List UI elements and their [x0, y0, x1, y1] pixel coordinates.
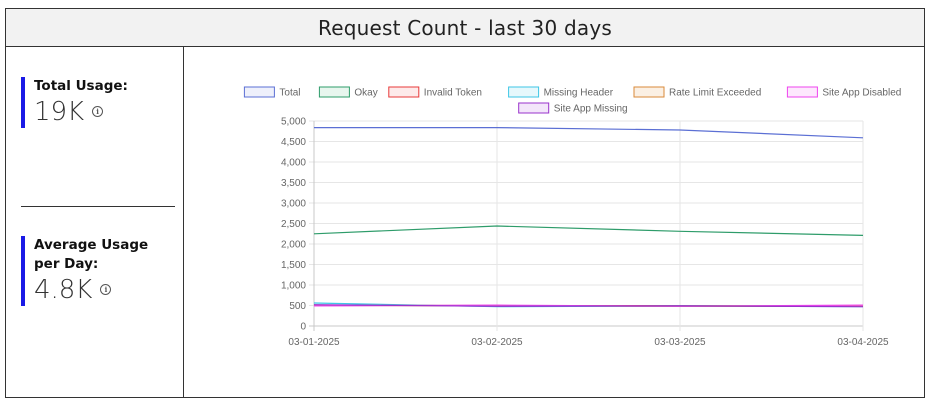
average-usage-stat: Average Usage per Day: 4.8K i	[21, 236, 174, 306]
total-usage-value: 19K	[34, 97, 85, 127]
legend-swatch-0[interactable]	[243, 86, 275, 98]
legend-swatch-1[interactable]	[318, 86, 350, 98]
x-tick-label: 03-04-2025	[837, 337, 889, 348]
y-tick-label: 2,000	[281, 240, 306, 251]
line-chart: 0 500 1,000 1,500 2,000 2,500 3,000 3,500 4,000 4…	[243, 86, 901, 348]
total-usage-stat: Total Usage: 19K i	[21, 77, 128, 128]
stats-divider	[21, 206, 175, 207]
series-line-0	[314, 126, 864, 139]
y-tick-label: 4,500	[281, 137, 306, 148]
legend-label-6[interactable]: Site App Missing	[554, 104, 628, 115]
legend-label-5[interactable]: Site App Disabled	[822, 88, 901, 99]
y-tick-label: 0	[300, 322, 306, 333]
y-tick-label: 4,000	[281, 158, 306, 169]
y-tick-label: 3,000	[281, 199, 306, 210]
legend-swatch-4[interactable]	[633, 86, 665, 98]
info-icon[interactable]: i	[100, 284, 112, 295]
y-tick-label: 2,500	[281, 219, 306, 230]
panel-title: Request Count - last 30 days	[318, 15, 612, 40]
chart-area: 0 500 1,000 1,500 2,000 2,500 3,000 3,500 4,000 4…	[184, 46, 924, 397]
panel-header: Request Count - last 30 days	[6, 9, 924, 47]
legend-label-3[interactable]: Missing Header	[544, 88, 614, 99]
legend-label-2[interactable]: Invalid Token	[424, 88, 482, 99]
legend-label-0[interactable]: Total	[279, 88, 300, 99]
total-usage-label: Total Usage:	[34, 78, 128, 94]
total-usage-value-row: 19K i	[34, 96, 128, 128]
average-usage-label: Average Usage per Day:	[34, 237, 149, 272]
legend-swatch-6[interactable]	[518, 102, 550, 114]
y-tick-label: 500	[289, 301, 306, 312]
info-icon[interactable]: i	[92, 106, 104, 117]
legend-swatch-5[interactable]	[786, 86, 818, 98]
y-tick-label: 3,500	[281, 178, 306, 189]
legend-swatch-3[interactable]	[508, 86, 540, 98]
y-tick-label: 1,500	[281, 260, 306, 271]
series-line-1	[313, 225, 864, 236]
y-tick-label: 1,000	[281, 281, 306, 292]
legend-label-1[interactable]: Okay	[354, 88, 377, 99]
x-tick-label: 03-03-2025	[654, 337, 706, 348]
legend-swatch-2[interactable]	[388, 86, 420, 98]
legend-label-4[interactable]: Rate Limit Exceeded	[669, 88, 761, 99]
stats-sidebar: Total Usage: 19K i Average Usage per Day:…	[6, 46, 184, 397]
request-count-panel: Request Count - last 30 days Total Usage…	[5, 8, 925, 398]
average-usage-value-row: 4.8K i	[34, 274, 174, 306]
y-tick-label: 5,000	[281, 117, 306, 128]
series-line-6	[313, 304, 864, 308]
x-tick-label: 03-01-2025	[288, 337, 340, 348]
x-tick-label: 03-02-2025	[471, 337, 523, 348]
average-usage-value: 4.8K	[34, 275, 93, 305]
